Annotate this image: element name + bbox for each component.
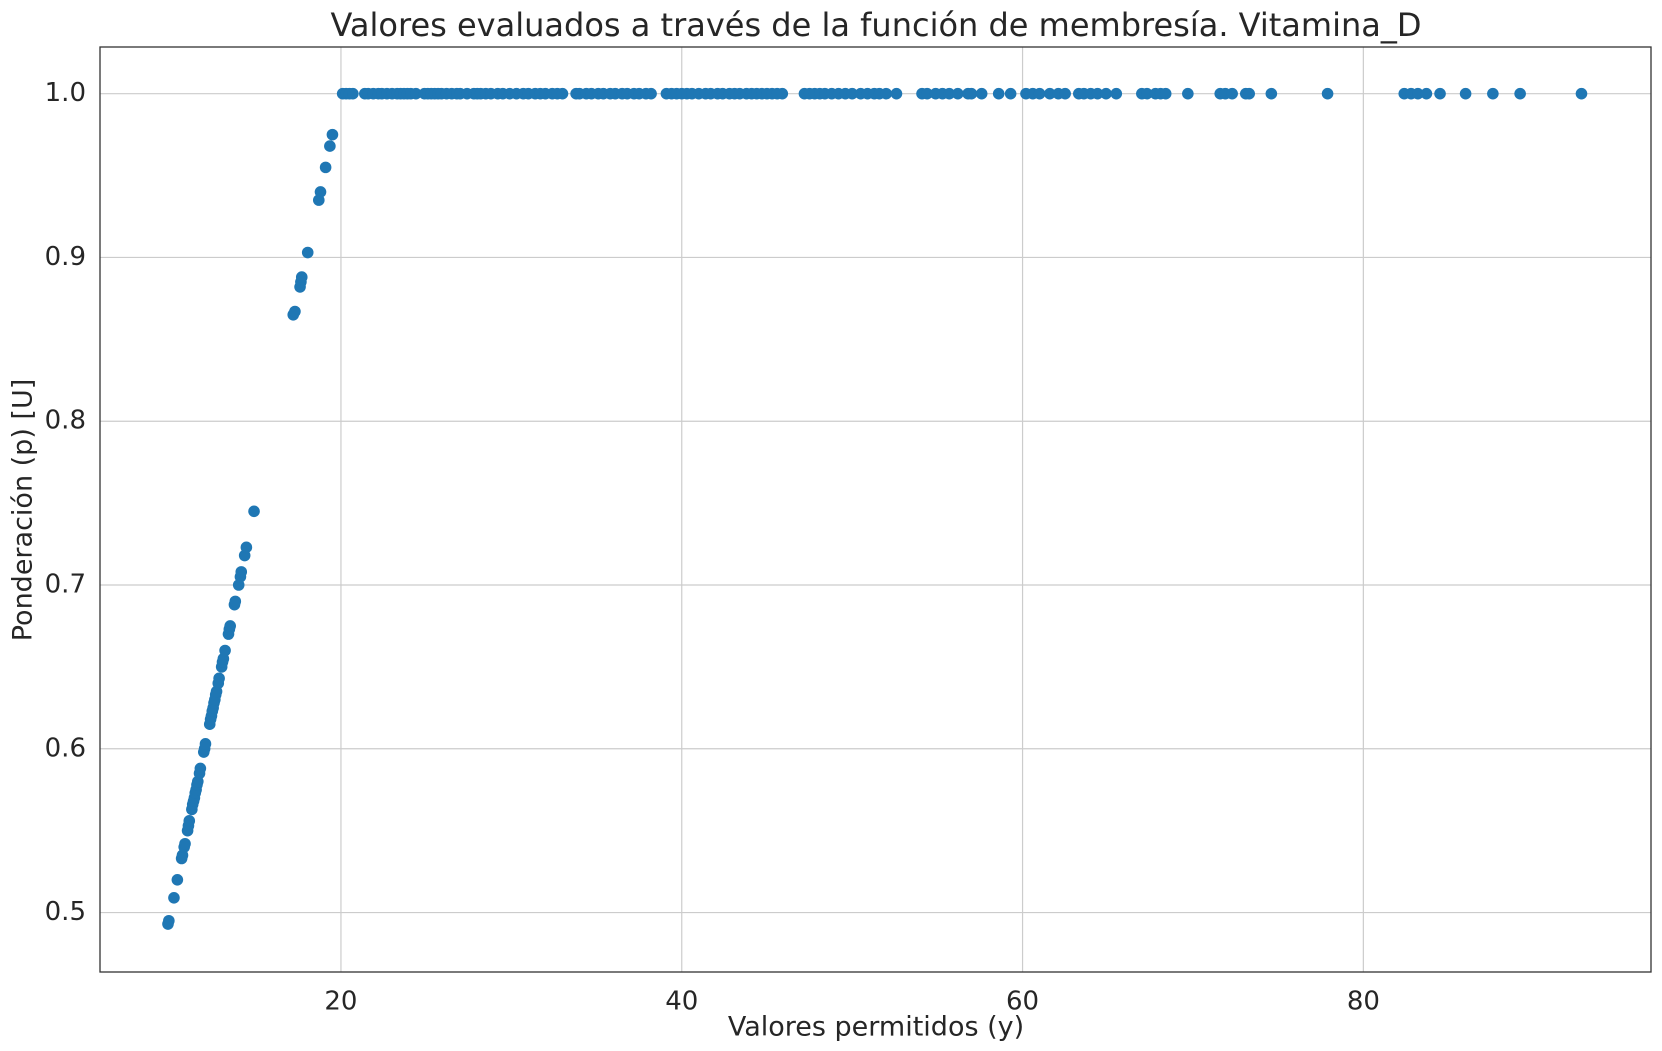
point: [965, 87, 978, 100]
point: [171, 873, 184, 886]
point: [289, 305, 301, 318]
point: [992, 87, 1005, 100]
point: [347, 87, 359, 100]
point: [324, 140, 336, 152]
point: [168, 892, 180, 904]
y-tick-label: 0.7: [45, 570, 86, 600]
point: [921, 87, 933, 100]
point: [1033, 87, 1046, 100]
point: [1044, 87, 1056, 100]
point: [943, 87, 956, 100]
x-tick-label: 60: [1006, 987, 1039, 1017]
point: [319, 161, 332, 174]
point: [410, 87, 422, 100]
point: [194, 762, 207, 775]
point: [556, 87, 569, 100]
x-axis-label: Valores permitidos (y): [728, 1012, 1024, 1043]
point: [229, 595, 242, 608]
point: [1141, 87, 1153, 100]
point: [179, 837, 191, 850]
point: [163, 914, 175, 927]
point: [1321, 87, 1334, 100]
point: [952, 87, 964, 100]
point: [645, 87, 657, 100]
x-tick-label: 80: [1347, 987, 1380, 1017]
point: [975, 87, 988, 100]
point: [1226, 87, 1238, 100]
chart-title: Valores evaluados a través de la función…: [331, 6, 1422, 44]
point: [248, 505, 260, 518]
point: [890, 87, 903, 100]
point: [240, 541, 253, 554]
y-tick-label: 0.8: [45, 406, 86, 436]
point: [1420, 87, 1433, 100]
point: [1412, 87, 1424, 100]
point: [846, 87, 858, 100]
point: [213, 672, 225, 685]
point: [301, 246, 314, 259]
point: [880, 87, 893, 100]
y-tick-label: 0.5: [45, 897, 86, 927]
y-tick-label: 0.9: [45, 242, 86, 272]
point: [1100, 87, 1112, 100]
y-tick-label: 0.6: [45, 733, 86, 763]
point: [1243, 87, 1255, 100]
point: [1004, 87, 1017, 100]
point: [1091, 87, 1104, 100]
point: [235, 566, 248, 578]
point: [326, 128, 339, 141]
point: [1182, 87, 1194, 100]
point: [1459, 87, 1472, 100]
point: [1159, 87, 1172, 100]
point: [224, 620, 236, 632]
point: [199, 738, 212, 750]
point: [1514, 87, 1526, 100]
x-tick-label: 20: [324, 987, 357, 1017]
point: [1110, 87, 1123, 100]
point: [1059, 87, 1071, 100]
point: [183, 815, 196, 827]
point: [1487, 87, 1499, 100]
point: [1265, 87, 1278, 100]
point: [776, 87, 789, 100]
point: [1434, 87, 1446, 100]
y-tick-label: 1.0: [45, 78, 86, 108]
plot-frame: [99, 46, 1652, 973]
point: [314, 186, 327, 198]
point: [295, 271, 308, 283]
y-axis-label: Ponderación (p) [U]: [8, 379, 39, 642]
point: [1575, 87, 1588, 100]
point: [219, 644, 231, 657]
x-tick-label: 40: [665, 987, 698, 1017]
